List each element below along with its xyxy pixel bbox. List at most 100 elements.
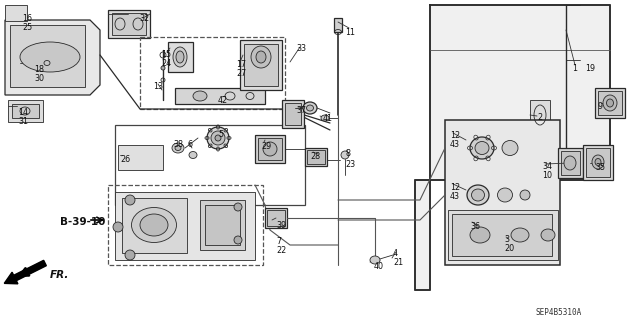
Text: 9: 9 xyxy=(598,102,603,111)
Ellipse shape xyxy=(472,189,484,201)
Bar xyxy=(452,214,552,256)
Bar xyxy=(558,148,583,178)
Bar xyxy=(598,91,622,115)
Circle shape xyxy=(125,195,135,205)
Ellipse shape xyxy=(470,137,494,159)
Text: 19: 19 xyxy=(585,64,595,73)
Text: 26: 26 xyxy=(120,155,130,164)
Ellipse shape xyxy=(564,156,576,170)
Text: 13: 13 xyxy=(153,82,163,91)
Circle shape xyxy=(113,222,123,232)
Text: 18: 18 xyxy=(34,65,44,74)
Ellipse shape xyxy=(193,91,207,101)
Bar xyxy=(448,210,558,260)
Bar xyxy=(115,125,305,205)
Bar xyxy=(200,200,245,250)
Ellipse shape xyxy=(511,228,529,242)
Bar xyxy=(205,205,240,245)
Bar xyxy=(108,185,263,265)
Polygon shape xyxy=(5,20,100,95)
Text: 37: 37 xyxy=(296,106,306,115)
Ellipse shape xyxy=(341,151,349,159)
Text: 21: 21 xyxy=(393,258,403,267)
Text: 3: 3 xyxy=(504,235,509,244)
Bar xyxy=(282,100,304,128)
Bar xyxy=(334,18,342,32)
Ellipse shape xyxy=(607,99,614,107)
Ellipse shape xyxy=(370,256,380,264)
Ellipse shape xyxy=(175,145,181,151)
Ellipse shape xyxy=(475,142,489,154)
Bar xyxy=(267,210,285,226)
Text: 30: 30 xyxy=(34,74,44,83)
Bar xyxy=(445,120,560,265)
Ellipse shape xyxy=(263,142,277,156)
Ellipse shape xyxy=(211,131,225,145)
Bar xyxy=(285,103,301,125)
Bar xyxy=(240,40,282,90)
Ellipse shape xyxy=(321,115,329,121)
Bar xyxy=(168,42,193,72)
Bar xyxy=(305,148,327,166)
Text: 39: 39 xyxy=(276,221,286,230)
Ellipse shape xyxy=(603,95,617,111)
Bar xyxy=(112,13,146,35)
Bar xyxy=(108,10,150,38)
Bar xyxy=(118,145,163,170)
Bar xyxy=(561,151,580,175)
Text: 1: 1 xyxy=(572,64,577,73)
Text: 12: 12 xyxy=(450,131,460,140)
Bar xyxy=(8,100,43,122)
Text: 2: 2 xyxy=(537,113,542,122)
Text: 36: 36 xyxy=(470,222,480,231)
Text: 22: 22 xyxy=(276,246,286,255)
Bar xyxy=(12,104,39,118)
Text: 31: 31 xyxy=(18,117,28,126)
Text: 33: 33 xyxy=(296,44,306,53)
Text: 34: 34 xyxy=(542,162,552,171)
Ellipse shape xyxy=(595,159,601,166)
Text: SEP4B5310A: SEP4B5310A xyxy=(535,308,581,317)
Text: 42: 42 xyxy=(218,96,228,105)
Bar xyxy=(586,148,610,177)
Circle shape xyxy=(125,250,135,260)
Text: 43: 43 xyxy=(450,140,460,149)
Bar xyxy=(140,37,285,109)
Bar xyxy=(244,44,278,86)
Bar xyxy=(5,5,27,21)
Text: B-39-10: B-39-10 xyxy=(60,217,106,227)
Ellipse shape xyxy=(592,155,604,169)
Text: 43: 43 xyxy=(450,192,460,201)
Bar xyxy=(40,58,54,68)
Ellipse shape xyxy=(502,140,518,155)
Circle shape xyxy=(234,236,242,244)
Ellipse shape xyxy=(207,127,229,149)
Bar xyxy=(258,138,282,160)
Text: 16: 16 xyxy=(22,14,32,23)
Ellipse shape xyxy=(470,227,490,243)
Text: 32: 32 xyxy=(139,14,149,23)
Text: 41: 41 xyxy=(323,114,333,123)
Bar xyxy=(583,145,613,180)
Bar xyxy=(307,150,325,164)
Ellipse shape xyxy=(176,51,184,63)
Ellipse shape xyxy=(256,51,266,63)
Ellipse shape xyxy=(467,185,489,205)
Text: 6: 6 xyxy=(188,140,193,149)
FancyArrow shape xyxy=(4,260,46,284)
Ellipse shape xyxy=(307,105,314,111)
Ellipse shape xyxy=(303,102,317,114)
Bar xyxy=(530,100,550,130)
Ellipse shape xyxy=(189,152,197,159)
Circle shape xyxy=(234,203,242,211)
Bar xyxy=(175,88,265,104)
Ellipse shape xyxy=(20,42,80,72)
Text: 25: 25 xyxy=(22,23,32,32)
Ellipse shape xyxy=(520,190,530,200)
Ellipse shape xyxy=(140,214,168,236)
Text: 15: 15 xyxy=(161,50,171,59)
Text: 4: 4 xyxy=(393,249,398,258)
Ellipse shape xyxy=(251,46,271,68)
Text: 27: 27 xyxy=(236,69,246,78)
Ellipse shape xyxy=(161,66,165,70)
